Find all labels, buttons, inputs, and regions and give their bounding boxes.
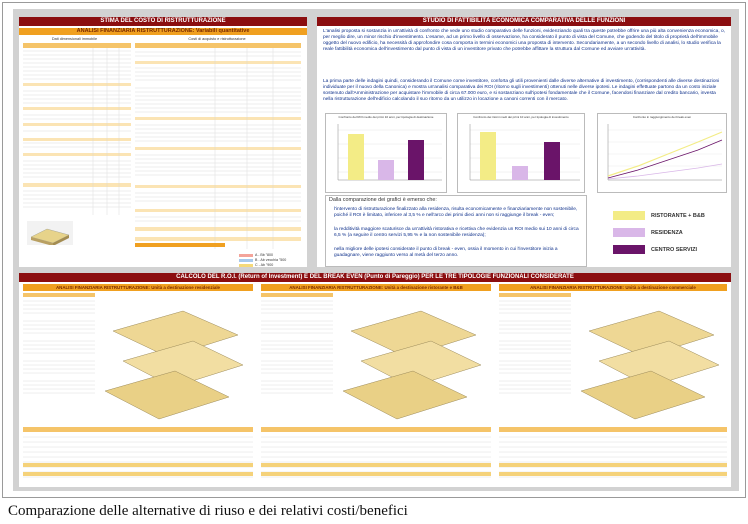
legend-centro-swatch xyxy=(613,245,645,254)
roi-column-restaurant-header: ANALISI FINANZIARIA RISTRUTTURAZIONE: Un… xyxy=(261,284,491,291)
building-thumbnail-graphic xyxy=(30,228,70,246)
dimension-table-graphic xyxy=(23,43,131,215)
legend-b: B - Ab vecchia "500 xyxy=(239,258,286,262)
roi-column-residential-header: ANALISI FINANZIARIA RISTRUTTURAZIONE: Un… xyxy=(23,284,253,291)
cost-table-graphic xyxy=(135,43,301,249)
cost-table xyxy=(135,43,301,249)
returns-bar-ristorante xyxy=(480,132,496,180)
feasibility-paragraph-2: La prima parte delle indagini quindi, co… xyxy=(323,79,720,103)
roi-panel: CALCOLO DEL R.O.I. (Return of Investment… xyxy=(19,273,731,487)
returns-chart-graphic xyxy=(469,124,580,181)
restaurant-floorplan xyxy=(342,310,482,420)
roi-bar-residenza xyxy=(378,160,394,180)
legend-ristorante-swatch xyxy=(613,211,645,220)
roi-column-commercial-graphic xyxy=(499,293,727,478)
comparison-bullet-2: la redditività maggiore scaturisce da un… xyxy=(334,227,579,239)
break-even-line-residenza xyxy=(607,163,723,180)
cost-estimate-panel: STIMA DEL COSTO DI RISTRUTTURAZIONE ANAL… xyxy=(19,17,307,267)
residential-floorplan xyxy=(104,310,244,420)
comparison-box: Dalla comparazione dei grafici è emerso … xyxy=(325,195,587,267)
cost-estimate-subtitle: ANALISI FINANZIARIA RISTRUTTURAZIONE: Va… xyxy=(19,28,307,35)
legend-residenza-label: RESIDENZA xyxy=(651,230,683,236)
roi-column-commercial-header: ANALISI FINANZIARIA RISTRUTTURAZIONE: Un… xyxy=(499,284,727,291)
feasibility-panel: STUDIO DI FATTIBILITÀ ECONOMICA COMPARAT… xyxy=(317,17,731,267)
figure-caption: Comparazione delle alternative di riuso … xyxy=(8,503,408,519)
roi-column-residential-graphic xyxy=(23,293,253,478)
legend-a: A - Bb "800 xyxy=(239,253,273,257)
break-even-chart-graphic xyxy=(607,124,723,181)
returns-bar-centro xyxy=(544,142,560,180)
commercial-floorplan xyxy=(580,310,720,420)
roi-chart-graphic xyxy=(337,124,442,181)
roi-title: CALCOLO DEL R.O.I. (Return of Investment… xyxy=(19,273,731,282)
roi-column-commercial: ANALISI FINANZIARIA RISTRUTTURAZIONE: Un… xyxy=(499,284,727,484)
roi-column-residential: ANALISI FINANZIARIA RISTRUTTURAZIONE: Un… xyxy=(23,284,253,484)
comparison-lead: Dalla comparazione dei grafici è emerso … xyxy=(329,197,437,203)
left-table-header: Dati dimensionali immobile xyxy=(51,37,98,41)
break-even-line-ristorante xyxy=(607,131,723,177)
roi-chart: Confronto del ROI medio dei primi 10 ann… xyxy=(325,113,447,193)
roi-column-restaurant: ANALISI FINANZIARIA RISTRUTTURAZIONE: Un… xyxy=(261,284,491,484)
poster-board: STIMA DEL COSTO DI RISTRUTTURAZIONE ANAL… xyxy=(13,9,739,491)
comparison-bullet-1: l'intervento di ristrutturazione finaliz… xyxy=(334,207,578,219)
poster-frame: STIMA DEL COSTO DI RISTRUTTURAZIONE ANAL… xyxy=(2,2,746,498)
returns-chart: Confronto dei ritorni medi dei primi 10 … xyxy=(457,113,585,193)
legend-ristorante-label: RISTORANTE + B&B xyxy=(651,213,705,219)
feasibility-intro: L'analisi proposta si sostanzia in un'at… xyxy=(323,29,726,53)
returns-chart-title: Confronto dei ritorni medi dei primi 10 … xyxy=(473,115,569,119)
roi-chart-title: Confronto del ROI medio dei primi 10 ann… xyxy=(338,115,434,119)
cost-estimate-title: STIMA DEL COSTO DI RISTRUTTURAZIONE xyxy=(19,17,307,26)
legend-c: C - Ab "900 xyxy=(239,263,273,267)
right-table-header: Costi di acquisto e ristrutturazione xyxy=(188,37,246,41)
break-even-chart: Confronto in raggiungimento dei break ev… xyxy=(597,113,727,193)
roi-bar-centro xyxy=(408,140,424,180)
legend-c-label: C - Ab "900 xyxy=(255,263,274,267)
legend-centro-label: CENTRO SERVIZI xyxy=(651,247,698,253)
break-even-chart-title: Confronto in raggiungimento dei break ev… xyxy=(632,115,692,119)
feasibility-title: STUDIO DI FATTIBILITÀ ECONOMICA COMPARAT… xyxy=(317,17,731,26)
building-thumbnail xyxy=(27,221,73,246)
returns-bar-residenza xyxy=(512,166,528,180)
roi-bar-ristorante xyxy=(348,134,364,180)
legend-b-label: B - Ab vecchia "500 xyxy=(255,258,287,262)
comparison-bullet-3: nella migliore delle ipotesi considerate… xyxy=(334,247,558,259)
roi-column-restaurant-graphic xyxy=(261,293,491,478)
legend-residenza-swatch xyxy=(613,228,645,237)
dimension-table xyxy=(23,43,131,215)
break-even-line-centro xyxy=(607,139,723,179)
legend-a-label: A - Bb "800 xyxy=(255,253,274,257)
